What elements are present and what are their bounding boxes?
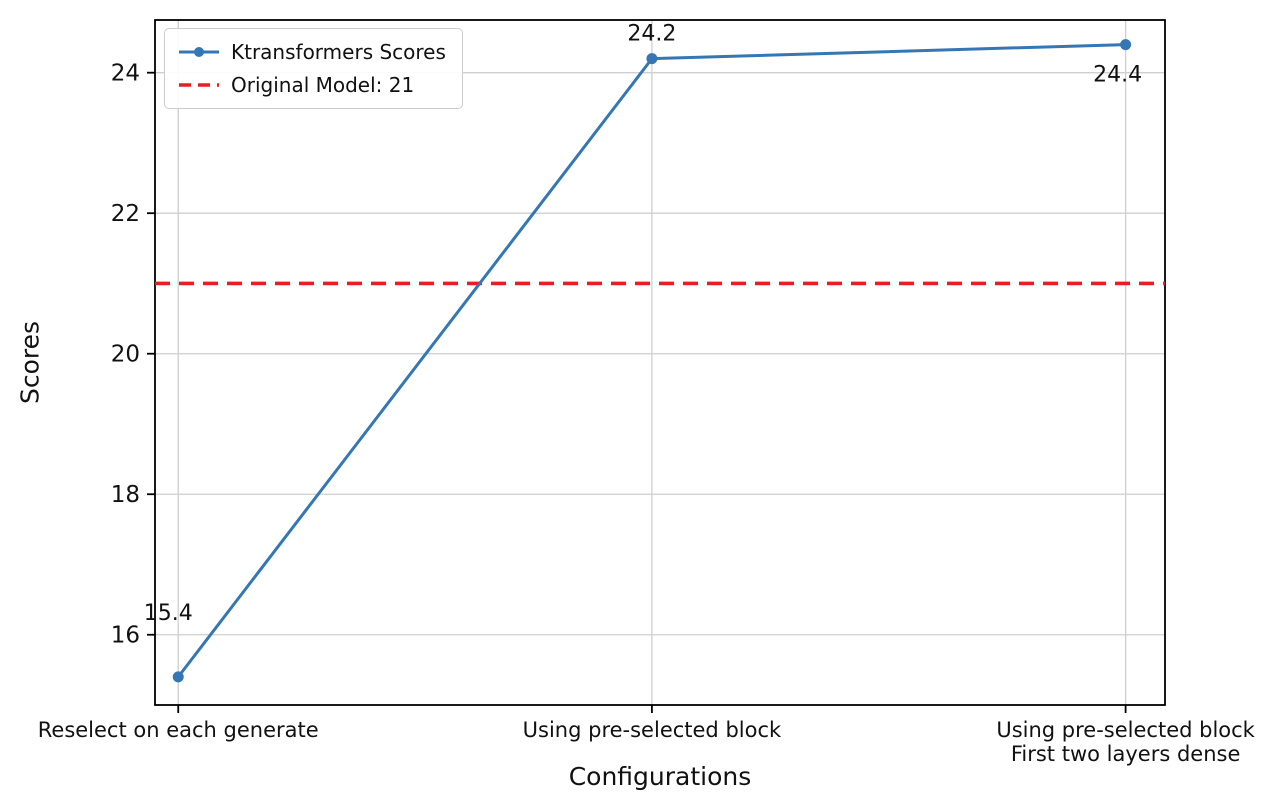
svg-text:18: 18	[111, 482, 140, 508]
legend-item-original-model: Original Model: 21	[177, 73, 446, 97]
legend-item-ktransformers-scores: Ktransformers Scores	[177, 40, 446, 64]
svg-text:22: 22	[111, 201, 140, 227]
svg-text:Using pre-selected block: Using pre-selected block	[523, 718, 782, 742]
legend: Ktransformers Scores Original Model: 21	[164, 28, 463, 109]
y-axis-label: Scores	[15, 320, 45, 405]
svg-text:24.4: 24.4	[1093, 63, 1142, 88]
legend-label-baseline: Original Model: 21	[231, 73, 415, 97]
legend-label-series: Ktransformers Scores	[231, 40, 446, 64]
svg-text:15.4: 15.4	[144, 601, 193, 626]
svg-text:20: 20	[111, 342, 140, 368]
svg-text:16: 16	[111, 623, 140, 649]
svg-text:Reselect on each generate: Reselect on each generate	[38, 718, 319, 742]
svg-text:24.2: 24.2	[627, 22, 676, 47]
x-axis-label: Configurations	[568, 762, 752, 791]
svg-text:24: 24	[111, 61, 140, 87]
line-marker-swatch-icon	[179, 47, 219, 57]
dashed-line-swatch-icon	[179, 83, 219, 87]
